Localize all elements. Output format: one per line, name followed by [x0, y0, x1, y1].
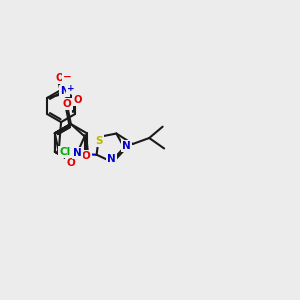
Text: N: N [122, 141, 131, 151]
Text: Cl: Cl [59, 147, 70, 157]
Text: −: − [63, 72, 72, 82]
Text: O: O [67, 158, 75, 168]
Text: N: N [107, 154, 116, 164]
Text: O: O [73, 95, 82, 105]
Text: O: O [56, 73, 64, 83]
Text: +: + [67, 84, 74, 93]
Text: O: O [82, 152, 91, 161]
Text: O: O [63, 99, 72, 109]
Text: N: N [60, 86, 69, 96]
Text: S: S [95, 136, 103, 146]
Text: N: N [73, 148, 82, 158]
